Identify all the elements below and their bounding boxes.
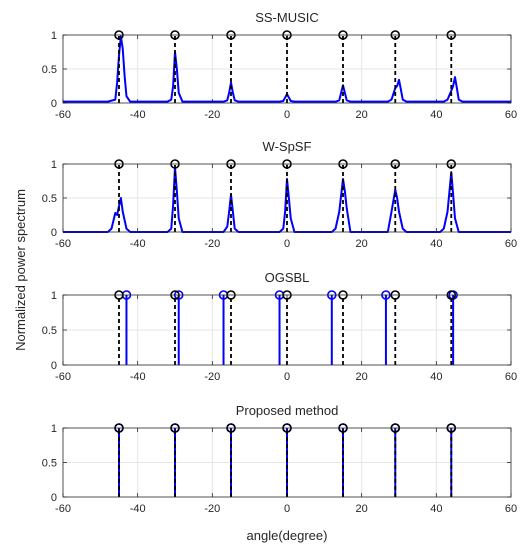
panel-1: SS-MUSIC -60 -40 -20 0 20 40 60 0 0.5 1 [42, 10, 517, 121]
x-tick-label: 0 [284, 109, 290, 121]
x-tick-label: 60 [505, 503, 517, 515]
y-tick-label: 1 [51, 30, 57, 42]
x-tick-label: 60 [505, 238, 517, 250]
panel-title: OGSBL [265, 270, 310, 285]
panel-2: W-SpSF -60 -40 -20 0 20 40 60 0 0.5 1 [42, 139, 517, 250]
y-tick-label: 0.5 [42, 458, 57, 470]
panel-title: SS-MUSIC [255, 10, 319, 25]
x-tick-label: 40 [430, 109, 442, 121]
x-tick-label: 0 [284, 371, 290, 383]
y-tick-label: 0 [51, 492, 57, 504]
x-tick-label: -60 [55, 109, 71, 121]
y-tick-label: 0.5 [42, 64, 57, 76]
x-tick-label: -60 [55, 238, 71, 250]
axes-box [62, 34, 512, 104]
x-tick-label: -20 [204, 238, 220, 250]
y-tick-label: 1 [51, 290, 57, 302]
x-tick-label: 0 [284, 238, 290, 250]
x-tick-label: -40 [130, 238, 146, 250]
y-tick-label: 1 [51, 159, 57, 171]
x-tick-label: -20 [204, 371, 220, 383]
y-tick-label: 0 [51, 98, 57, 110]
y-tick-label: 1 [51, 423, 57, 435]
panel-title: Proposed method [236, 403, 339, 418]
axes-box [62, 163, 512, 233]
x-tick-label: -40 [130, 109, 146, 121]
x-tick-label: -20 [204, 503, 220, 515]
y-tick-label: 0.5 [42, 325, 57, 337]
x-axis-label: angle(degree) [247, 528, 328, 543]
x-tick-label: 60 [505, 109, 517, 121]
axes-box [62, 427, 512, 498]
axes-box [62, 294, 512, 366]
x-tick-label: 0 [284, 503, 290, 515]
x-tick-label: 40 [430, 371, 442, 383]
panel-4: Proposed method -60 -40 -20 0 20 40 60 0 0.5 1 [42, 403, 517, 515]
x-tick-label: 20 [356, 503, 368, 515]
x-tick-label: -40 [130, 371, 146, 383]
panel-3: OGSBL -60 -40 -20 0 20 40 60 0 0.5 1 [42, 270, 517, 383]
x-tick-label: 40 [430, 503, 442, 515]
x-tick-label: 20 [356, 109, 368, 121]
x-tick-label: 40 [430, 238, 442, 250]
y-tick-label: 0 [51, 227, 57, 239]
x-tick-label: 60 [505, 371, 517, 383]
x-tick-label: -40 [130, 503, 146, 515]
y-tick-label: 0 [51, 360, 57, 372]
x-tick-label: 20 [356, 371, 368, 383]
panel-title: W-SpSF [263, 139, 312, 154]
x-tick-label: -20 [204, 109, 220, 121]
x-tick-label: 20 [356, 238, 368, 250]
x-tick-label: -60 [55, 503, 71, 515]
y-tick-label: 0.5 [42, 193, 57, 205]
y-axis-label: Normalized power spectrum [13, 189, 28, 351]
x-tick-label: -60 [55, 371, 71, 383]
